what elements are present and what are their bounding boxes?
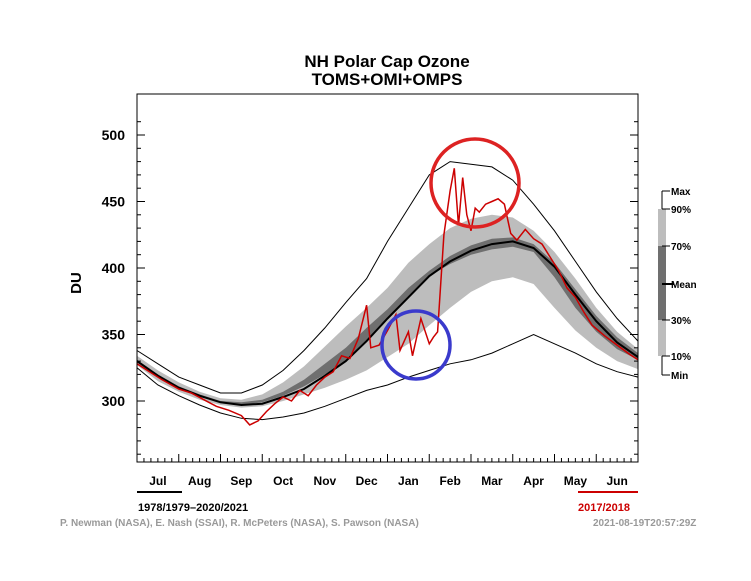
y-tick-label: 350 <box>102 327 126 343</box>
legend-label: 70% <box>671 242 691 253</box>
legend-label: Min <box>671 371 688 382</box>
x-tick-label: Apr <box>523 474 544 488</box>
range-label: 1978/1979–2020/2021 <box>138 502 248 514</box>
legend-label: 10% <box>671 352 691 363</box>
series-2017-2018-line <box>136 168 639 426</box>
min-line <box>136 333 639 421</box>
x-tick-label: Sep <box>230 474 252 488</box>
x-tick-label: Oct <box>273 474 293 488</box>
legend-swatch <box>658 320 666 356</box>
data-marks <box>136 137 639 426</box>
x-tick-label: Feb <box>439 474 460 488</box>
legend-swatch <box>658 246 666 284</box>
highlight-label: 2017/2018 <box>578 502 630 514</box>
legend-label: 30% <box>671 316 691 327</box>
y-tick-label: 400 <box>102 260 126 276</box>
max-line <box>136 161 639 394</box>
axes: 300 350 400 450 500 Jul Aug Sep Oct Nov Dec Jan Feb M… <box>102 93 639 493</box>
chart-title: NH Polar Cap Ozone <box>304 52 469 71</box>
x-tick-label: Mar <box>481 474 503 488</box>
y-axis-label: DU <box>68 272 85 294</box>
x-tick-label: Dec <box>356 474 378 488</box>
legend-label: Mean <box>671 280 697 291</box>
x-tick-label: Jun <box>606 474 627 488</box>
x-tick-label: Jul <box>149 474 166 488</box>
legend-label: Max <box>671 187 691 198</box>
x-tick-label: Nov <box>314 474 337 488</box>
x-tick-label: Aug <box>188 474 211 488</box>
climatology-bands <box>137 214 638 408</box>
x-tick-label: Jan <box>398 474 419 488</box>
legend-swatch <box>658 284 666 320</box>
legend-swatch <box>658 209 666 246</box>
blue-circle-annotation <box>380 309 452 381</box>
y-tick-label: 450 <box>102 194 126 210</box>
legend-label: 90% <box>671 205 691 216</box>
chart-subtitle: TOMS+OMI+OMPS <box>312 70 463 89</box>
y-tick-label: 300 <box>102 393 126 409</box>
mean-line <box>136 240 639 407</box>
y-tick-label: 500 <box>102 127 126 143</box>
credits: P. Newman (NASA), E. Nash (SSAI), R. McP… <box>60 518 419 529</box>
x-tick-label: May <box>564 474 588 488</box>
red-circle-annotation <box>429 137 521 229</box>
legend: Max 90% 70% Mean 30% 10% Min <box>658 187 697 382</box>
timestamp: 2021-08-19T20:57:29Z <box>593 518 696 529</box>
